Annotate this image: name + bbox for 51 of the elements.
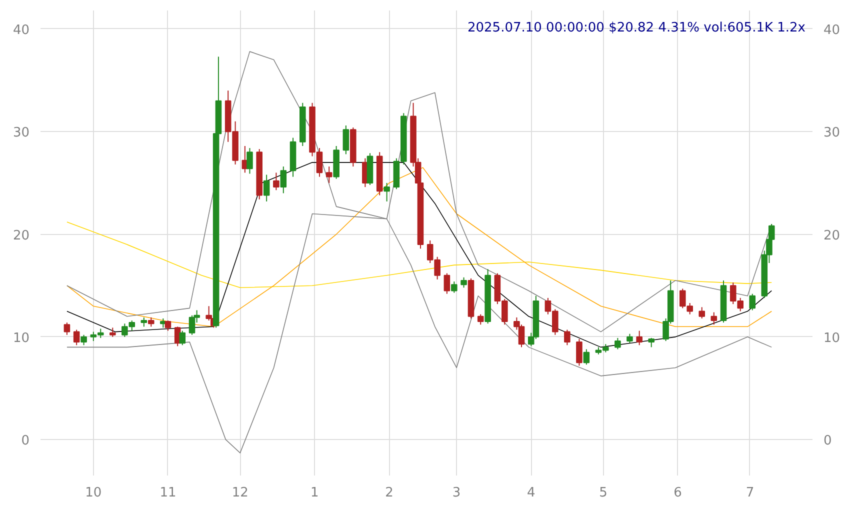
candlestick	[110, 327, 116, 338]
candlestick	[451, 280, 458, 294]
candlestick	[384, 182, 390, 202]
y2-tick-label: 0	[824, 434, 832, 449]
x-tick-label: 11	[160, 486, 176, 500]
line-series	[66, 222, 772, 288]
x-tick-label: 5	[599, 486, 608, 500]
candlestick	[140, 316, 148, 328]
y2-tick-label: 10	[824, 330, 840, 346]
candlestick	[148, 316, 154, 328]
candlestick	[749, 293, 756, 311]
text: 2025.07.10 00:00:00 $20.82 4.31% vol:605.1K 1.2x	[467, 20, 806, 36]
y-tick-label: 0	[21, 434, 30, 449]
candlestick	[576, 338, 582, 366]
candlestick	[263, 174, 270, 202]
candlestick	[280, 166, 287, 194]
candlestick	[64, 322, 70, 336]
candlestick	[564, 329, 570, 346]
candlestick	[444, 272, 450, 294]
candlestick	[179, 330, 186, 346]
y-tick-label: 20	[12, 228, 30, 244]
y-tick-label: 30	[12, 126, 30, 141]
candlestick	[273, 172, 280, 191]
y-tick-label: 10	[12, 330, 30, 346]
candlestick	[698, 306, 706, 319]
candlestick	[477, 314, 484, 326]
candlestick	[710, 312, 718, 326]
candlestick	[73, 329, 80, 346]
x-tick-label: 2	[385, 486, 394, 500]
candlestick	[583, 348, 590, 366]
x-tick-label: 1	[310, 486, 319, 500]
candlestick	[342, 124, 350, 155]
candlestick	[614, 337, 621, 350]
candlestick	[626, 333, 633, 344]
x-tick-label: 4	[526, 486, 536, 500]
y2-tick-label: 40	[824, 22, 840, 38]
y-tick-label: 40	[12, 22, 30, 38]
x-tick-label: 10	[85, 486, 102, 500]
candlestick	[80, 334, 87, 346]
candlestick	[246, 148, 253, 174]
x-tick-label: 3	[452, 486, 461, 500]
x-tick-label: 7	[746, 486, 754, 500]
candlestick	[326, 166, 332, 184]
candlestick	[648, 337, 655, 348]
candlestick	[164, 320, 172, 332]
candlestick	[460, 276, 467, 288]
candlestick	[636, 330, 642, 346]
y2-tick-label: 20	[824, 228, 840, 244]
y2-tick-label: 30	[824, 126, 840, 141]
x-tick-label: 6	[674, 486, 682, 500]
x-tick-label: 12	[232, 486, 248, 500]
